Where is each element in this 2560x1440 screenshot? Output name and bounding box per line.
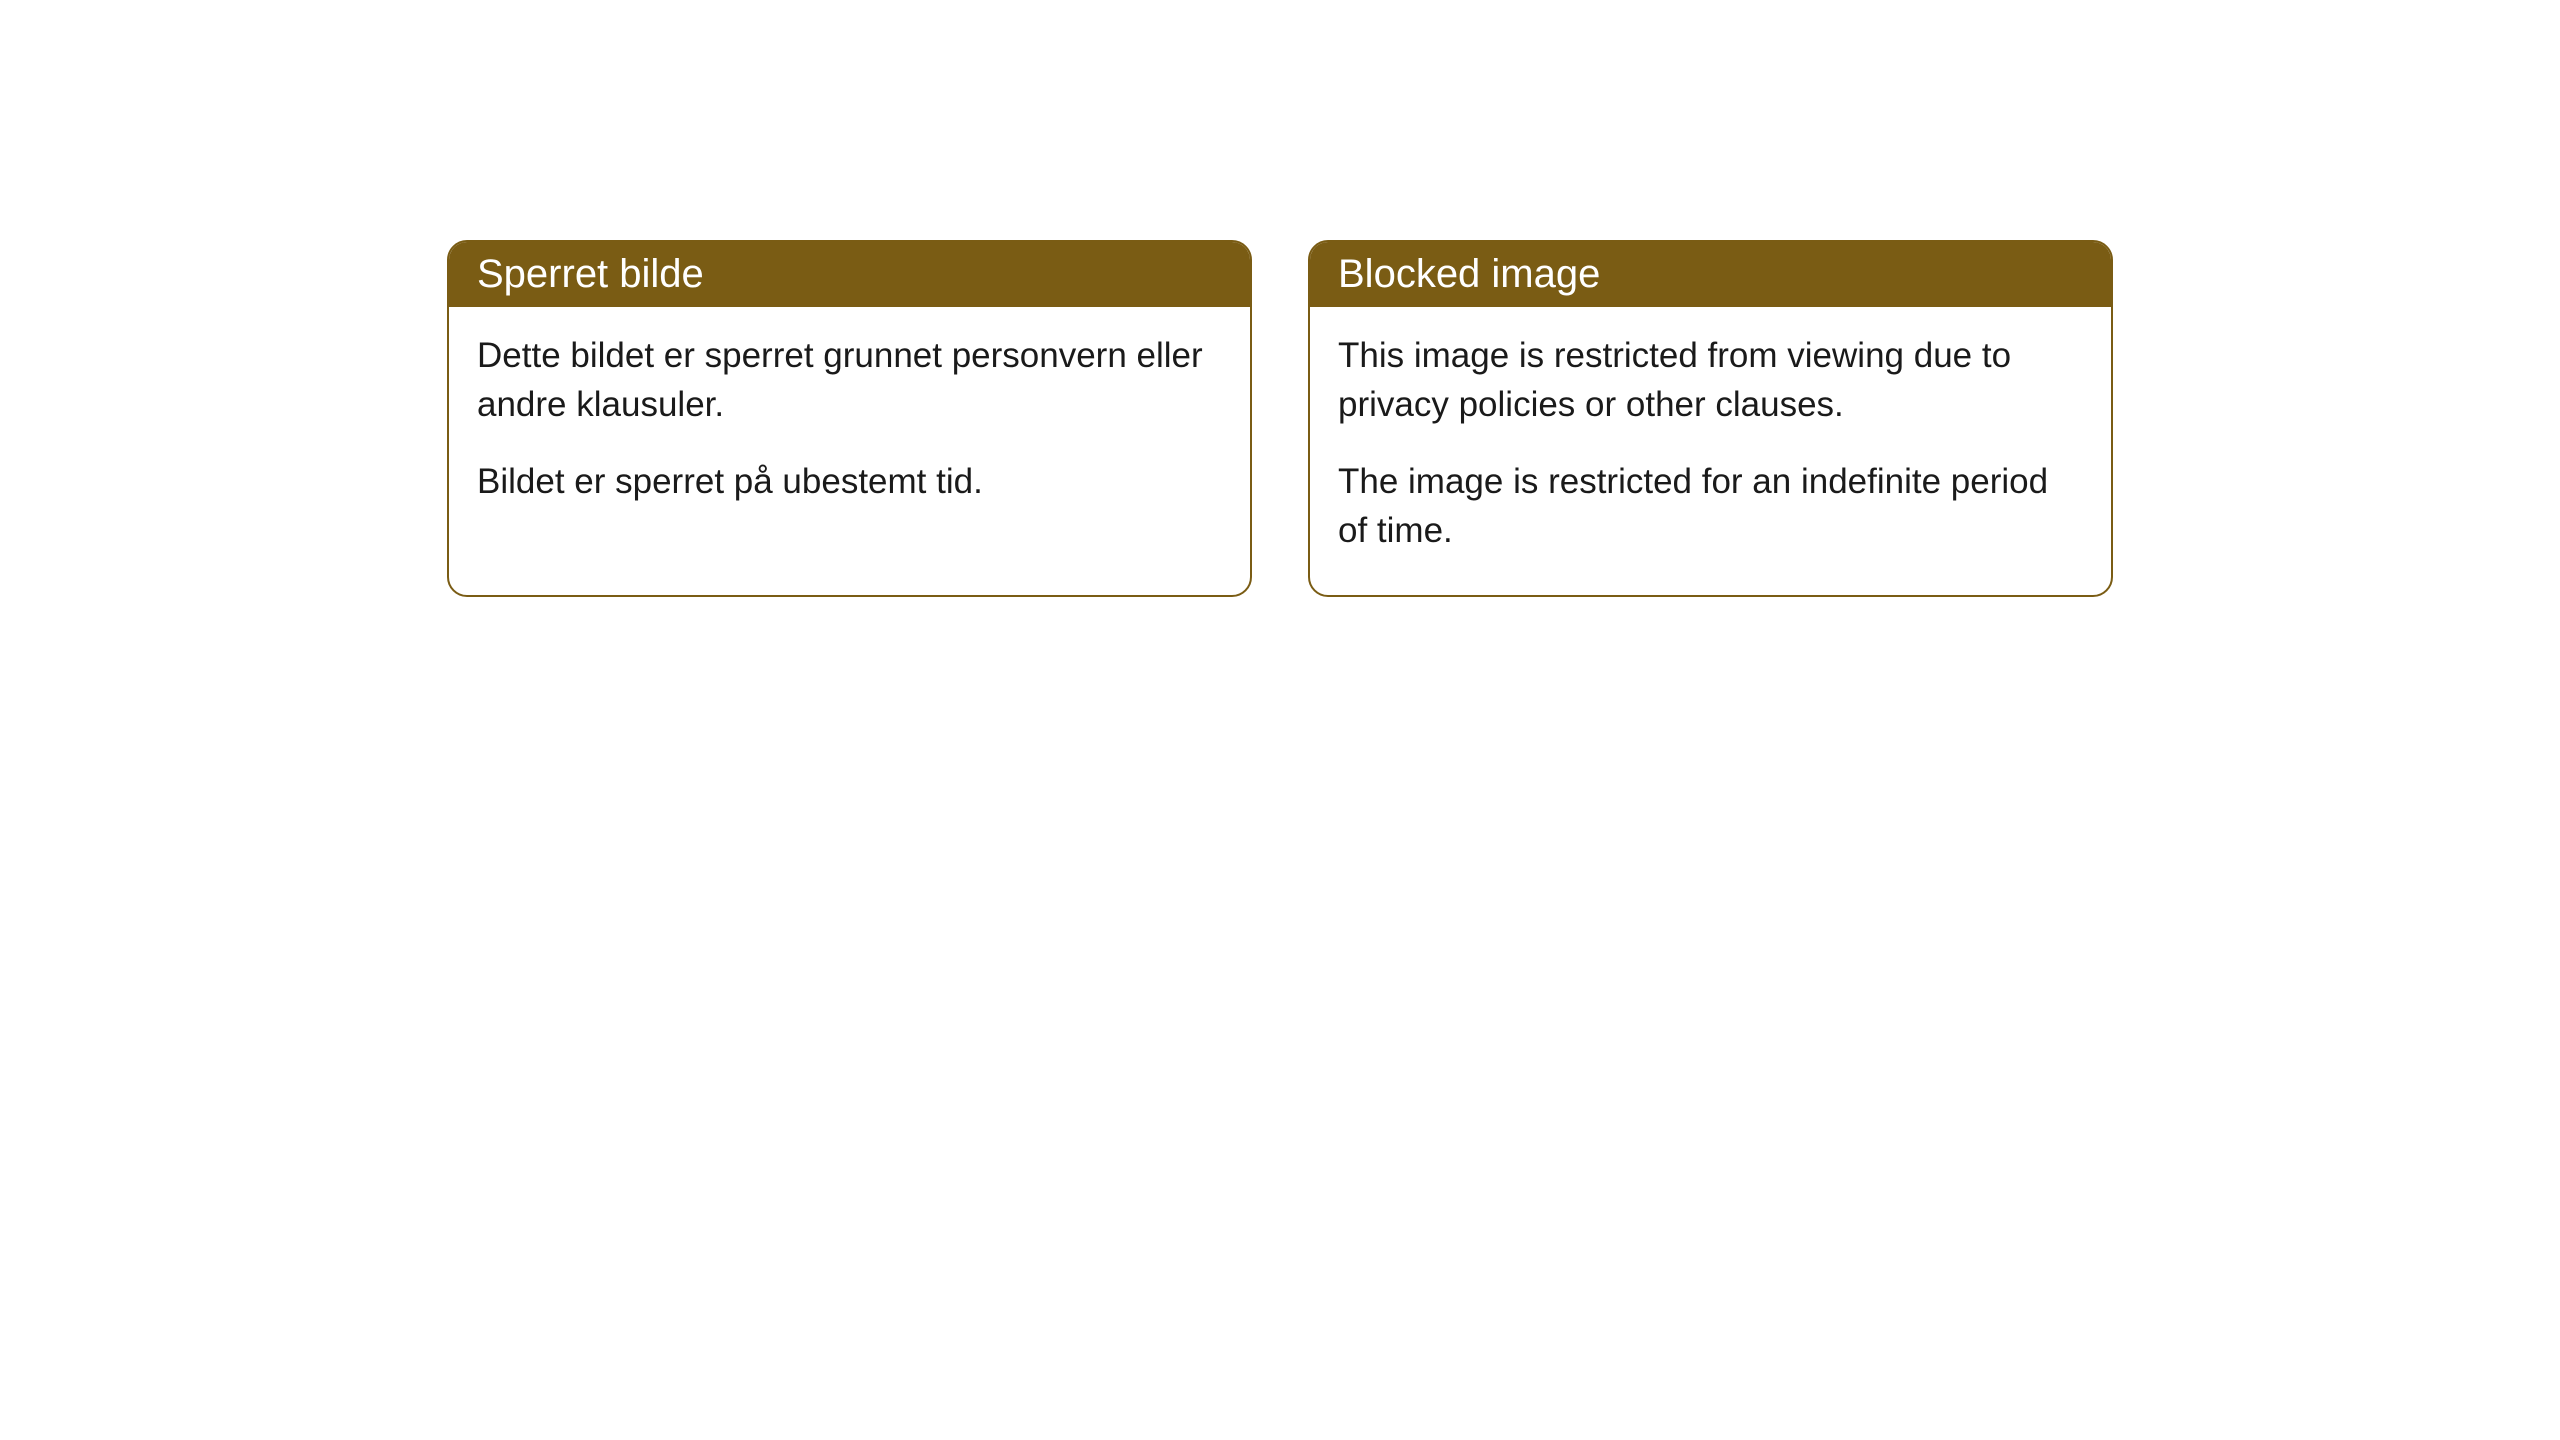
card-header: Blocked image <box>1310 242 2111 307</box>
card-paragraph: The image is restricted for an indefinit… <box>1338 457 2083 555</box>
card-body: This image is restricted from viewing du… <box>1310 307 2111 595</box>
card-title: Sperret bilde <box>477 252 704 296</box>
blocked-image-card-norwegian: Sperret bilde Dette bildet er sperret gr… <box>447 240 1252 597</box>
blocked-image-card-english: Blocked image This image is restricted f… <box>1308 240 2113 597</box>
card-body: Dette bildet er sperret grunnet personve… <box>449 307 1250 546</box>
card-header: Sperret bilde <box>449 242 1250 307</box>
card-paragraph: This image is restricted from viewing du… <box>1338 331 2083 429</box>
card-title: Blocked image <box>1338 252 1600 296</box>
card-paragraph: Dette bildet er sperret grunnet personve… <box>477 331 1222 429</box>
cards-container: Sperret bilde Dette bildet er sperret gr… <box>0 240 2560 597</box>
card-paragraph: Bildet er sperret på ubestemt tid. <box>477 457 1222 506</box>
